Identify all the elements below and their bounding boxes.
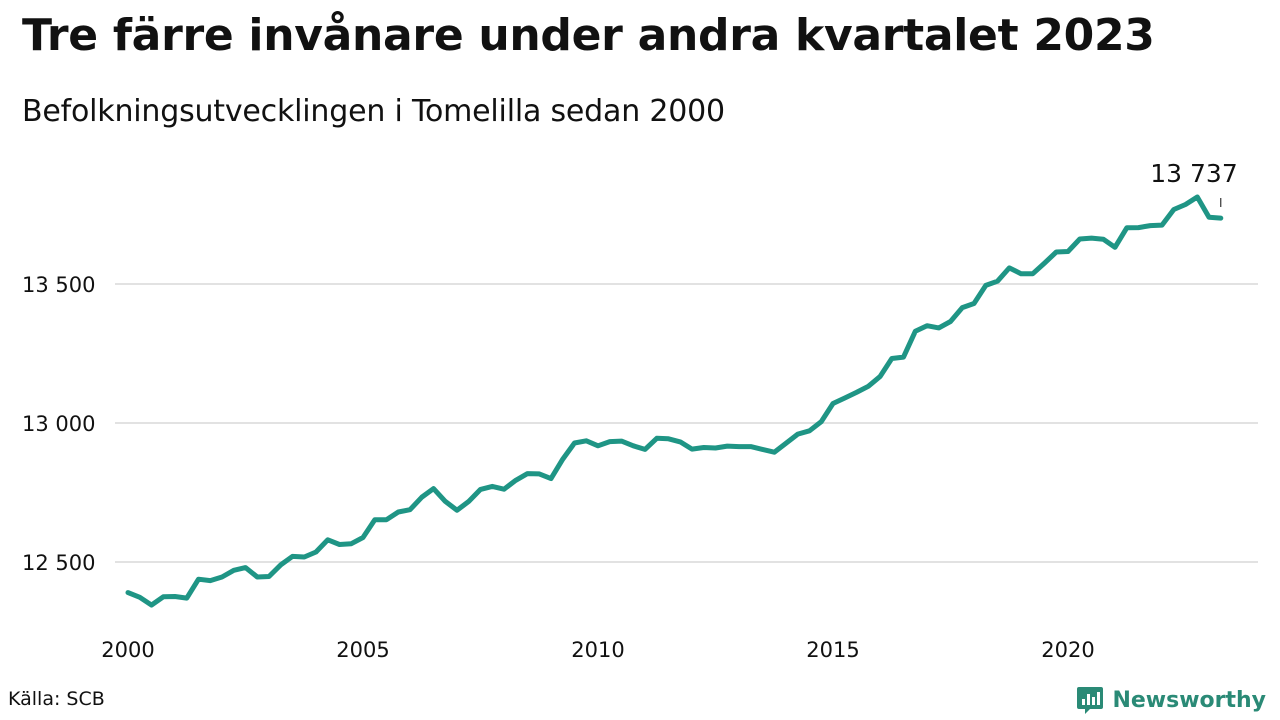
y-tick-label: 13 500 bbox=[22, 273, 95, 297]
population-line bbox=[125, 194, 1224, 608]
bar-chart-icon bbox=[1077, 687, 1104, 714]
y-tick-label: 12 500 bbox=[22, 551, 95, 575]
y-axis: 12 500 13 000 13 500 bbox=[22, 273, 95, 575]
x-tick-label: 2020 bbox=[1041, 638, 1094, 662]
x-tick-label: 2005 bbox=[336, 638, 389, 662]
gridlines bbox=[115, 283, 1258, 563]
chart-title: Tre färre invånare under andra kvartalet… bbox=[22, 10, 1155, 61]
x-axis: 2000 2005 2010 2015 2020 bbox=[101, 638, 1094, 662]
annotation-layer: 13 737 bbox=[1150, 159, 1238, 207]
x-tick-label: 2015 bbox=[806, 638, 859, 662]
last-value-label: 13 737 bbox=[1150, 159, 1237, 188]
x-tick-label: 2000 bbox=[101, 638, 154, 662]
series-layer bbox=[125, 194, 1224, 608]
chart-subtitle: Befolkningsutvecklingen i Tomelilla seda… bbox=[22, 94, 725, 129]
logo-text: Newsworthy bbox=[1112, 687, 1266, 713]
source-note: Källa: SCB bbox=[8, 688, 105, 710]
newsworthy-logo: Newsworthy bbox=[1076, 684, 1266, 716]
y-tick-label: 13 000 bbox=[22, 412, 95, 436]
x-tick-label: 2010 bbox=[571, 638, 624, 662]
